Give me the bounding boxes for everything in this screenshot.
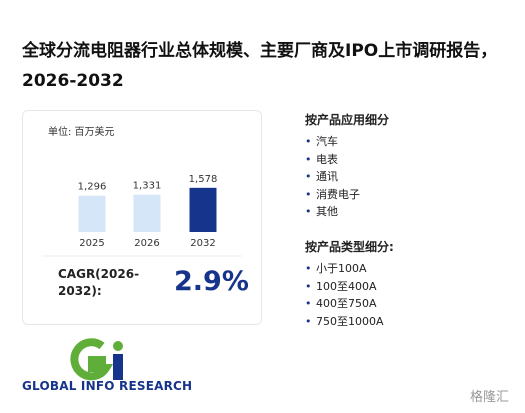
chart: 1,296 2025 1,331 2026 1,578 2032 (42, 174, 242, 257)
x-tick-label: 2025 (79, 238, 104, 249)
segment-item: 汽车 (305, 133, 360, 151)
segment-item: 通讯 (305, 168, 360, 186)
bar (133, 194, 161, 232)
watermark: 格隆汇 (470, 390, 510, 405)
bar (189, 187, 217, 232)
card (22, 110, 262, 325)
logo-dot (113, 341, 123, 351)
segment-item: 小于100A (305, 260, 384, 278)
cagr-value: 2.9% (174, 266, 249, 297)
segment-item: 消费电子 (305, 186, 360, 204)
logo-text: GLOBAL INFO RESEARCH (22, 379, 193, 393)
bar (78, 195, 106, 232)
segment-item: 电表 (305, 151, 360, 169)
value-label: 1,331 (133, 181, 162, 192)
segment-item: 750至1000A (305, 313, 384, 331)
segment-list: 小于100A100至400A400至750A750至1000A (305, 260, 384, 330)
segment-title: 按产品应用细分 (305, 113, 390, 127)
x-tick-label: 2032 (190, 238, 215, 249)
logo-g (70, 338, 114, 381)
value-label: 1,296 (78, 182, 107, 193)
title: 全球分流电阻器行业总体规模、主要厂商及IPO上市调研报告，2026-2032 (22, 41, 498, 91)
unit-label: 单位: 百万美元 (48, 127, 115, 138)
segment-list: 汽车电表通讯消费电子其他 (305, 133, 360, 221)
cagr-label: CAGR(2026-2032): (58, 267, 140, 298)
logo-icon (70, 338, 123, 381)
x-tick-label: 2026 (134, 238, 159, 249)
segment-item: 400至750A (305, 295, 384, 313)
segment-item: 其他 (305, 203, 360, 221)
logo-i (113, 354, 123, 380)
segment-title: 按产品类型细分: (305, 240, 394, 254)
value-label: 1,578 (189, 174, 218, 185)
segment-item: 100至400A (305, 278, 384, 296)
